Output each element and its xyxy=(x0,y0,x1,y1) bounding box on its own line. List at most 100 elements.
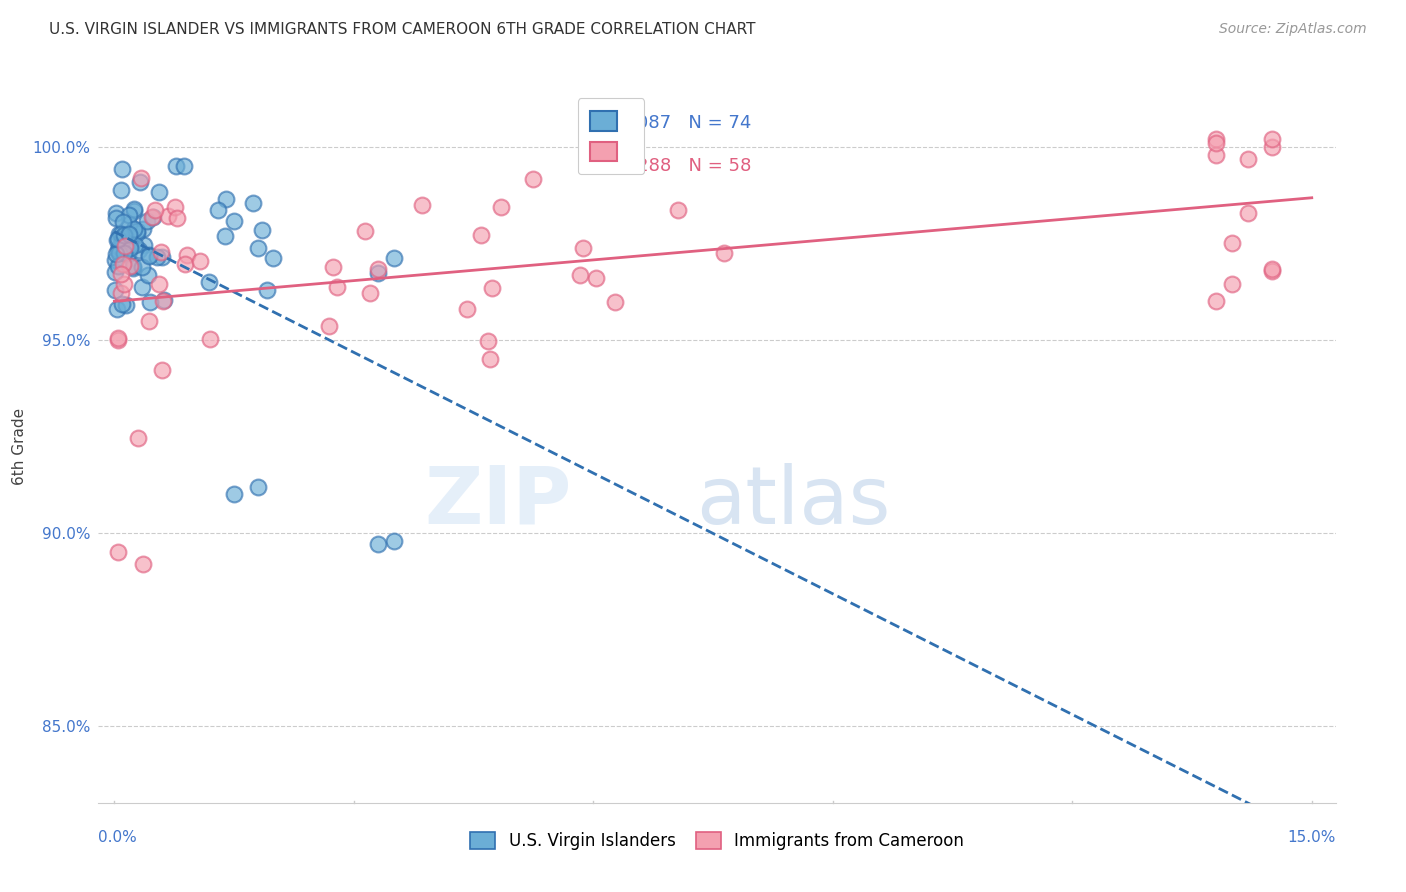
Point xyxy=(107,243,129,257)
Point xyxy=(115,229,138,244)
Point xyxy=(571,241,593,255)
Point xyxy=(110,182,132,196)
Y-axis label: 6th Grade: 6th Grade xyxy=(11,408,27,484)
Point xyxy=(173,159,195,173)
Point xyxy=(176,248,198,262)
Point xyxy=(104,252,127,267)
Text: 0.0%: 0.0% xyxy=(98,830,138,845)
Point xyxy=(138,294,160,309)
Point xyxy=(107,333,129,347)
Point xyxy=(252,223,274,237)
Point xyxy=(118,238,141,252)
Point xyxy=(165,159,187,173)
Point xyxy=(111,234,134,248)
Point xyxy=(108,240,131,254)
Point xyxy=(128,243,150,257)
Point xyxy=(215,192,238,206)
Point xyxy=(112,214,135,228)
Point xyxy=(174,257,197,271)
Point xyxy=(107,227,129,241)
Point xyxy=(207,202,229,217)
Point xyxy=(129,171,152,186)
Point xyxy=(382,251,405,265)
Point xyxy=(124,203,146,218)
Point xyxy=(118,259,141,273)
Point xyxy=(121,260,143,274)
Point xyxy=(522,172,544,186)
Point xyxy=(141,211,163,225)
Point xyxy=(104,283,127,297)
Point xyxy=(111,162,134,177)
Point xyxy=(138,249,160,263)
Point xyxy=(489,200,512,214)
Point xyxy=(481,281,503,295)
Point xyxy=(262,251,284,265)
Point xyxy=(107,232,129,246)
Point xyxy=(122,221,145,235)
Text: Source: ZipAtlas.com: Source: ZipAtlas.com xyxy=(1219,22,1367,37)
Point xyxy=(131,557,153,571)
Point xyxy=(1237,152,1260,166)
Point xyxy=(114,239,136,253)
Point xyxy=(224,213,246,227)
Point xyxy=(117,227,139,241)
Point xyxy=(214,229,236,244)
Point xyxy=(1205,293,1227,308)
Point xyxy=(124,238,146,252)
Point xyxy=(367,537,389,551)
Point xyxy=(1261,264,1284,278)
Point xyxy=(131,279,153,293)
Point xyxy=(117,247,139,261)
Point xyxy=(585,270,607,285)
Point xyxy=(382,533,405,548)
Point xyxy=(318,318,340,333)
Point xyxy=(354,224,377,238)
Text: atlas: atlas xyxy=(696,463,890,541)
Text: R = 0.288   N = 58: R = 0.288 N = 58 xyxy=(581,157,751,175)
Point xyxy=(107,331,129,345)
Point xyxy=(666,202,689,217)
Point xyxy=(105,233,128,247)
Point xyxy=(132,238,155,252)
Point xyxy=(112,246,135,260)
Point xyxy=(1261,132,1284,146)
Point xyxy=(105,211,128,225)
Point xyxy=(114,298,136,312)
Point xyxy=(163,200,186,214)
Point xyxy=(1261,262,1284,277)
Point xyxy=(105,206,128,220)
Point xyxy=(478,351,501,366)
Point xyxy=(108,245,131,260)
Text: U.S. VIRGIN ISLANDER VS IMMIGRANTS FROM CAMEROON 6TH GRADE CORRELATION CHART: U.S. VIRGIN ISLANDER VS IMMIGRANTS FROM … xyxy=(49,22,755,37)
Point xyxy=(143,203,166,218)
Point xyxy=(153,293,176,307)
Point xyxy=(367,266,389,280)
Point xyxy=(247,241,270,255)
Point xyxy=(150,245,173,260)
Point xyxy=(1261,140,1284,154)
Point xyxy=(142,210,165,224)
Point xyxy=(242,195,264,210)
Point xyxy=(104,265,127,279)
Point xyxy=(118,228,141,243)
Point xyxy=(107,302,129,317)
Point xyxy=(110,296,132,310)
Point xyxy=(138,313,160,327)
Point xyxy=(198,332,221,346)
Point xyxy=(148,185,170,199)
Point xyxy=(112,237,135,252)
Point xyxy=(1205,136,1227,151)
Point xyxy=(136,214,159,228)
Point xyxy=(112,227,135,242)
Point xyxy=(166,211,188,225)
Point xyxy=(224,487,246,501)
Point xyxy=(456,302,478,317)
Point xyxy=(477,334,499,349)
Text: 15.0%: 15.0% xyxy=(1288,830,1336,845)
Point xyxy=(148,277,170,291)
Point xyxy=(120,241,142,255)
Point xyxy=(125,224,148,238)
Point xyxy=(118,217,141,231)
Point xyxy=(112,257,135,271)
Point xyxy=(110,227,132,242)
